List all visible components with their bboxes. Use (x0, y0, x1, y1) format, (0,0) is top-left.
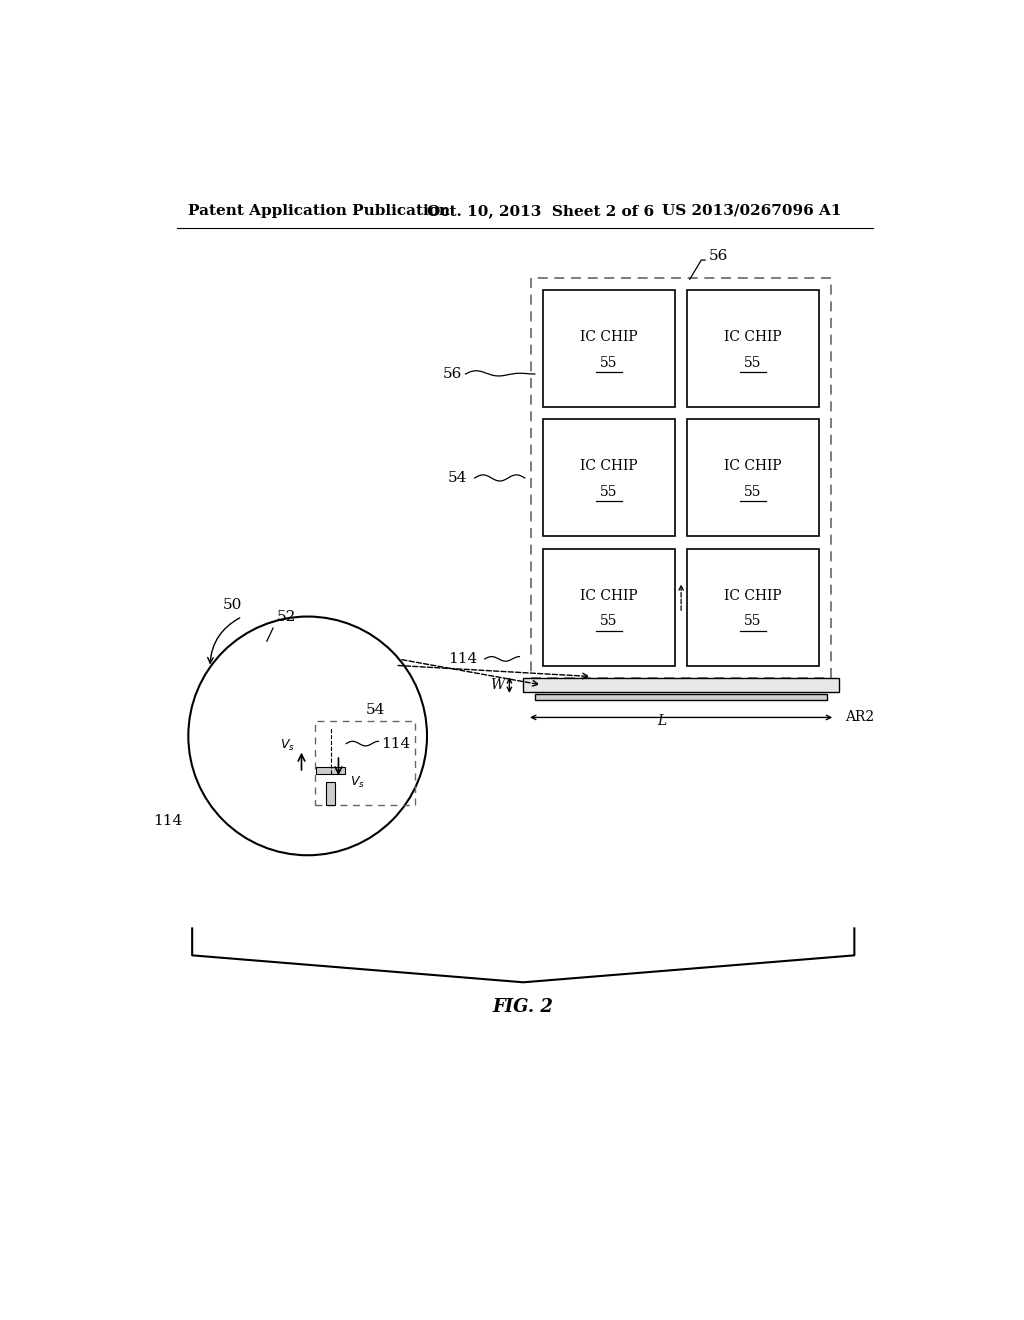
Text: 52: 52 (276, 610, 296, 623)
Text: 55: 55 (744, 355, 762, 370)
Text: $V_s$: $V_s$ (281, 738, 295, 752)
Bar (544, 549, 675, 665)
Text: 55: 55 (600, 614, 617, 628)
Text: 55: 55 (744, 614, 762, 628)
Bar (687, 420, 819, 536)
Text: 54: 54 (366, 702, 385, 717)
Text: 54: 54 (447, 471, 467, 484)
Bar (687, 549, 819, 665)
Text: 55: 55 (600, 355, 617, 370)
Text: $V_s$: $V_s$ (350, 775, 366, 789)
Text: 56: 56 (442, 367, 462, 381)
Text: 50: 50 (222, 598, 242, 612)
Text: 114: 114 (447, 652, 477, 665)
Bar (523, 678, 839, 692)
Text: 56: 56 (709, 249, 728, 263)
Text: IC CHIP: IC CHIP (724, 589, 782, 603)
Text: 114: 114 (153, 813, 182, 828)
Bar (326, 781, 336, 805)
Text: L: L (657, 714, 667, 727)
Text: Patent Application Publication: Patent Application Publication (188, 203, 451, 218)
Bar (535, 694, 827, 701)
Text: W: W (490, 678, 505, 692)
Text: Oct. 10, 2013  Sheet 2 of 6: Oct. 10, 2013 Sheet 2 of 6 (427, 203, 654, 218)
Bar (531, 277, 831, 678)
Text: AR2: AR2 (845, 710, 874, 725)
Text: 114: 114 (381, 737, 410, 751)
Bar (316, 767, 345, 775)
Bar (544, 420, 675, 536)
Text: IC CHIP: IC CHIP (581, 459, 638, 474)
Bar (687, 290, 819, 407)
Text: 55: 55 (744, 484, 762, 499)
Bar (315, 721, 416, 805)
Text: 55: 55 (600, 484, 617, 499)
Text: FIG. 2: FIG. 2 (493, 998, 554, 1016)
Text: IC CHIP: IC CHIP (724, 459, 782, 474)
Text: US 2013/0267096 A1: US 2013/0267096 A1 (662, 203, 842, 218)
Text: IC CHIP: IC CHIP (581, 330, 638, 345)
Text: IC CHIP: IC CHIP (581, 589, 638, 603)
Text: IC CHIP: IC CHIP (724, 330, 782, 345)
Bar (544, 290, 675, 407)
